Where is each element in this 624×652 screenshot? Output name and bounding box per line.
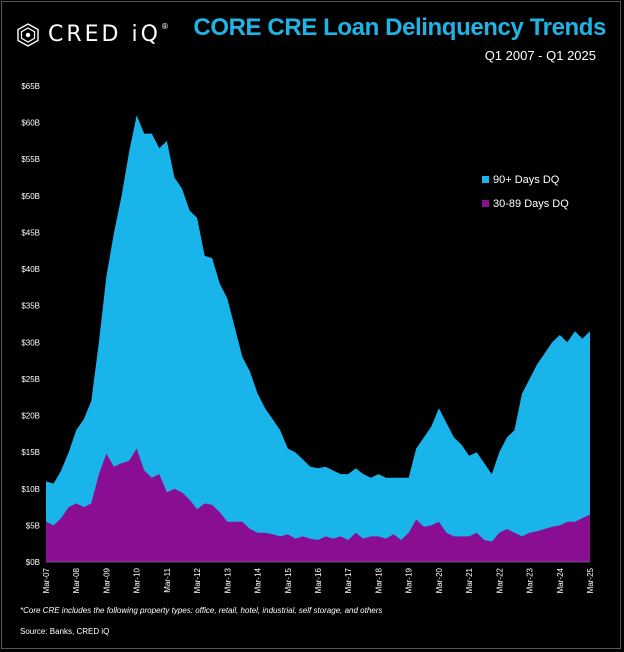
y-tick-label: $20B (21, 412, 40, 421)
y-tick-label: $50B (21, 192, 40, 201)
x-tick-label: Mar-07 (42, 567, 51, 593)
x-tick-label: Mar-17 (344, 567, 353, 593)
x-tick-label: Mar-12 (193, 567, 202, 593)
x-tick-label: Mar-20 (435, 567, 444, 593)
y-tick-label: $60B (21, 119, 40, 128)
x-tick-label: Mar-15 (284, 567, 293, 593)
x-tick-label: Mar-21 (465, 567, 474, 593)
y-tick-label: $30B (21, 338, 40, 347)
x-tick-label: Mar-10 (133, 567, 142, 593)
x-tick-label: Mar-16 (314, 567, 323, 593)
x-tick-label: Mar-23 (526, 567, 535, 593)
y-tick-label: $65B (21, 82, 40, 91)
brand-logo: CRED iQ® (16, 22, 169, 47)
crediq-logo-icon (17, 22, 39, 47)
legend-label-90-plus: 90+ Days DQ (493, 174, 560, 186)
y-tick-label: $25B (21, 375, 40, 384)
x-tick-label: Mar-11 (163, 567, 172, 592)
x-tick-label: Mar-18 (374, 567, 383, 593)
x-axis: Mar-07 Mar-08 Mar-09 Mar-10 Mar-11 Mar-12 Mar-… (42, 561, 595, 593)
delinquency-area-chart: $0B $5B $10B $15B $20B $25B $30B $35B $40B $45B $5… (21, 82, 595, 593)
y-tick-label: $10B (21, 485, 40, 494)
y-axis: $0B $5B $10B $15B $20B $25B $30B $35B $40B $45B $5… (21, 82, 40, 567)
x-tick-label: Mar-13 (223, 567, 232, 593)
y-tick-label: $40B (21, 265, 40, 274)
legend-label-30-89: 30-89 Days DQ (493, 198, 569, 210)
x-tick-label: Mar-19 (405, 567, 414, 593)
footnote: *Core CRE includes the following propert… (20, 606, 383, 615)
x-tick-label: Mar-24 (556, 567, 565, 593)
y-tick-label: $5B (26, 521, 40, 530)
area-30-89-days-dq (46, 448, 590, 562)
y-tick-label: $45B (21, 228, 40, 237)
area-90-plus-days-dq (46, 115, 590, 563)
brand-name: CRED iQ® (48, 22, 169, 47)
y-tick-label: $55B (21, 155, 40, 164)
chart-title: CORE CRE Loan Delinquency Trends (193, 14, 606, 41)
y-tick-label: $35B (21, 302, 40, 311)
y-tick-label: $15B (21, 448, 40, 457)
x-tick-label: Mar-09 (102, 567, 111, 593)
x-tick-label: Mar-25 (586, 567, 595, 593)
y-tick-label: $0B (26, 558, 40, 567)
chart-legend: 90+ Days DQ 30-89 Days DQ (482, 174, 569, 210)
legend-swatch-90-plus (482, 176, 489, 183)
source-note: Source: Banks, CRED iQ (20, 627, 110, 636)
x-tick-label: Mar-22 (495, 567, 504, 593)
x-tick-label: Mar-08 (72, 567, 81, 593)
chart-subtitle: Q1 2007 - Q1 2025 (484, 48, 596, 63)
legend-swatch-30-89 (482, 200, 489, 207)
x-tick-label: Mar-14 (254, 567, 263, 593)
